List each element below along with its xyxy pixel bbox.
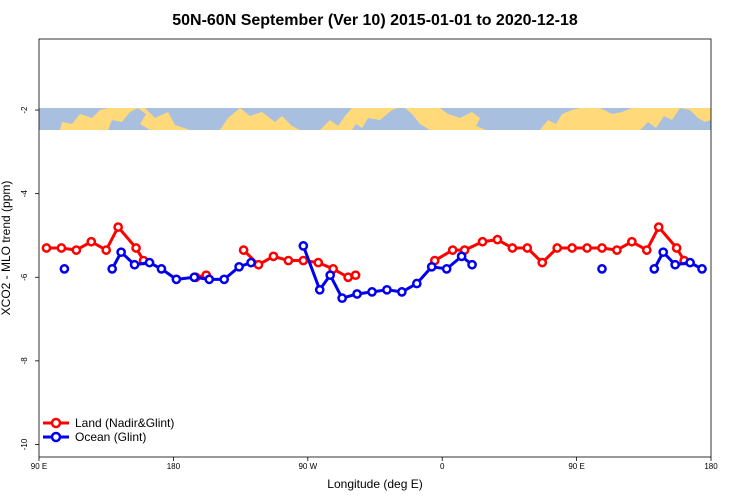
data-point	[671, 243, 682, 253]
chart-title: 50N-60N September (Ver 10) 2015-01-01 to…	[172, 12, 578, 29]
data-point	[685, 257, 695, 268]
data-point	[204, 274, 215, 285]
x-tick-label: 180	[704, 462, 718, 471]
data-point	[582, 243, 592, 253]
data-point	[447, 245, 458, 255]
data-point	[59, 264, 70, 274]
data-point	[298, 241, 309, 251]
data-point	[612, 245, 622, 255]
data-point	[537, 257, 548, 268]
y-tick-label: -6	[20, 273, 29, 281]
x-tick-label: 90 W	[298, 462, 317, 471]
data-point	[411, 278, 422, 289]
data-point	[567, 243, 577, 253]
data-point	[653, 222, 664, 232]
data-point	[219, 274, 230, 285]
x-tick-label: 90 E	[31, 462, 47, 471]
data-point	[238, 245, 249, 255]
series-land	[41, 222, 689, 283]
data-point	[234, 261, 244, 272]
data-point	[313, 257, 324, 268]
x-axis: 90 E 180 90 W 0 90 E 180	[31, 457, 718, 471]
legend: Land (Nadir&Glint) Ocean (Glint)	[43, 416, 174, 444]
data-point	[597, 264, 607, 274]
x-axis-label: Longitude (deg E)	[327, 477, 422, 491]
legend-label-land: Land (Nadir&Glint)	[75, 416, 174, 430]
data-point	[522, 243, 533, 253]
data-point	[156, 264, 167, 274]
data-point	[697, 264, 707, 274]
data-point	[337, 293, 347, 304]
data-point	[658, 247, 669, 258]
data-point	[189, 272, 200, 283]
data-point	[552, 243, 563, 253]
data-point	[382, 284, 392, 295]
y-axis: -2 -4 -6 -8 -10	[20, 106, 39, 450]
data-point	[325, 270, 336, 281]
data-point	[426, 261, 437, 272]
y-axis-label: XCO2 - MLO trend (ppm)	[0, 181, 13, 316]
world-map-strip	[39, 108, 711, 130]
data-point	[670, 259, 681, 270]
legend-item-land: Land (Nadir&Glint)	[43, 416, 174, 430]
plot-frame	[38, 38, 712, 458]
data-point	[101, 245, 112, 255]
data-point	[367, 287, 377, 297]
data-point	[246, 257, 256, 268]
y-tick-label: -4	[20, 190, 29, 198]
data-point	[41, 243, 52, 253]
data-point	[641, 245, 652, 255]
y-tick-label: -10	[20, 438, 29, 450]
data-point	[86, 236, 97, 247]
data-point	[441, 264, 452, 274]
data-point	[467, 259, 477, 270]
series-layer	[41, 222, 707, 304]
x-tick-label: 0	[440, 462, 445, 471]
data-point	[131, 243, 141, 253]
data-point	[129, 259, 140, 270]
data-point	[56, 243, 67, 253]
x-tick-label: 180	[167, 462, 181, 471]
data-point	[597, 243, 607, 253]
data-point	[107, 264, 118, 274]
data-point	[113, 222, 123, 232]
y-tick-label: -8	[20, 357, 29, 365]
x-tick-label: 90 E	[568, 462, 584, 471]
map-ocean-shapes	[39, 108, 711, 130]
data-point	[456, 251, 467, 262]
data-point	[298, 255, 309, 266]
data-point	[144, 257, 155, 268]
data-point	[397, 287, 407, 297]
data-point	[116, 247, 126, 258]
data-point	[253, 259, 264, 270]
data-point	[649, 264, 660, 274]
data-point	[352, 289, 362, 299]
data-point	[343, 272, 353, 283]
y-tick-label: -2	[20, 106, 29, 114]
legend-item-ocean: Ocean (Glint)	[43, 430, 146, 444]
data-point	[477, 236, 488, 247]
data-point	[492, 234, 503, 245]
series-ocean	[59, 241, 707, 304]
data-point	[314, 284, 325, 295]
data-point	[283, 255, 294, 266]
data-point	[350, 270, 361, 281]
data-point	[507, 243, 518, 253]
data-point	[627, 236, 637, 247]
data-point	[171, 274, 182, 285]
data-point	[268, 251, 279, 262]
legend-label-ocean: Ocean (Glint)	[75, 430, 146, 444]
data-point	[71, 245, 82, 255]
